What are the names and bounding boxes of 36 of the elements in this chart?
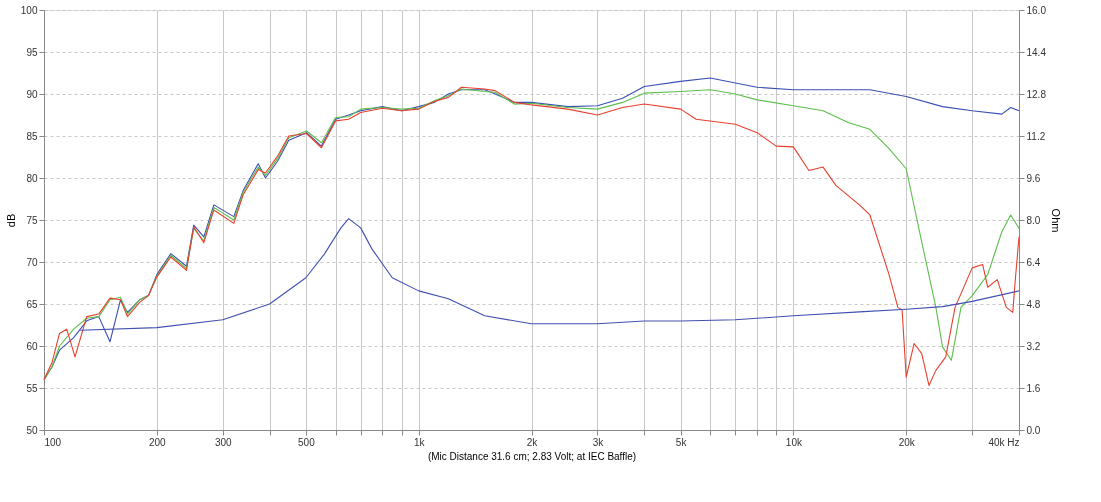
y2-tick-label: 11.2: [1026, 130, 1046, 142]
y-tick-label: 75: [26, 214, 38, 226]
y-tick-label: 70: [26, 256, 38, 268]
y2-tick-label: 1.6: [1026, 382, 1041, 394]
x-tick-label: 10k: [785, 436, 803, 448]
y2-tick-label: 0.0: [1026, 424, 1041, 436]
y-tick-label: 55: [26, 382, 38, 394]
x-tick-label: 300: [214, 436, 233, 448]
y2-tick-label: 9.6: [1026, 172, 1041, 184]
y2-tick-label: 3.2: [1026, 340, 1041, 352]
y2-tick-label: 4.8: [1026, 298, 1041, 310]
x-tick-label: 5k: [675, 436, 688, 448]
y-tick-label: 50: [26, 424, 38, 436]
y2-tick-label: 14.4: [1026, 46, 1047, 58]
y2-axis-title: Ohm: [1049, 208, 1062, 233]
y-tick-label: 65: [26, 298, 38, 310]
x-tick-label: 20k: [898, 436, 916, 448]
x-axis-title: (Mic Distance 31.6 cm; 2.83 Volt; at IEC Baffle): [427, 450, 637, 462]
x-tick-label: 100: [44, 436, 62, 448]
y-tick-label: 100: [20, 4, 38, 16]
x-tick-label: 40k Hz: [988, 436, 1020, 448]
y-axis-title: dB: [4, 213, 17, 228]
y-tick-label: 90: [26, 88, 38, 100]
y-tick-label: 80: [26, 172, 38, 184]
x-tick-label: 1k: [413, 436, 426, 448]
x-tick-label: 500: [298, 436, 316, 448]
y-tick-label: 95: [26, 46, 38, 58]
y-tick-label: 60: [26, 340, 38, 352]
x-tick-label: 2k: [526, 436, 539, 448]
y2-tick-label: 6.4: [1026, 256, 1041, 268]
x-tick-label: 3k: [592, 436, 605, 448]
y-tick-label: 85: [26, 130, 38, 142]
x-tick-label: 200: [148, 436, 167, 448]
y2-tick-label: 8.0: [1026, 214, 1041, 226]
y2-tick-label: 12.8: [1026, 88, 1047, 100]
y2-tick-label: 16.0: [1026, 4, 1047, 16]
